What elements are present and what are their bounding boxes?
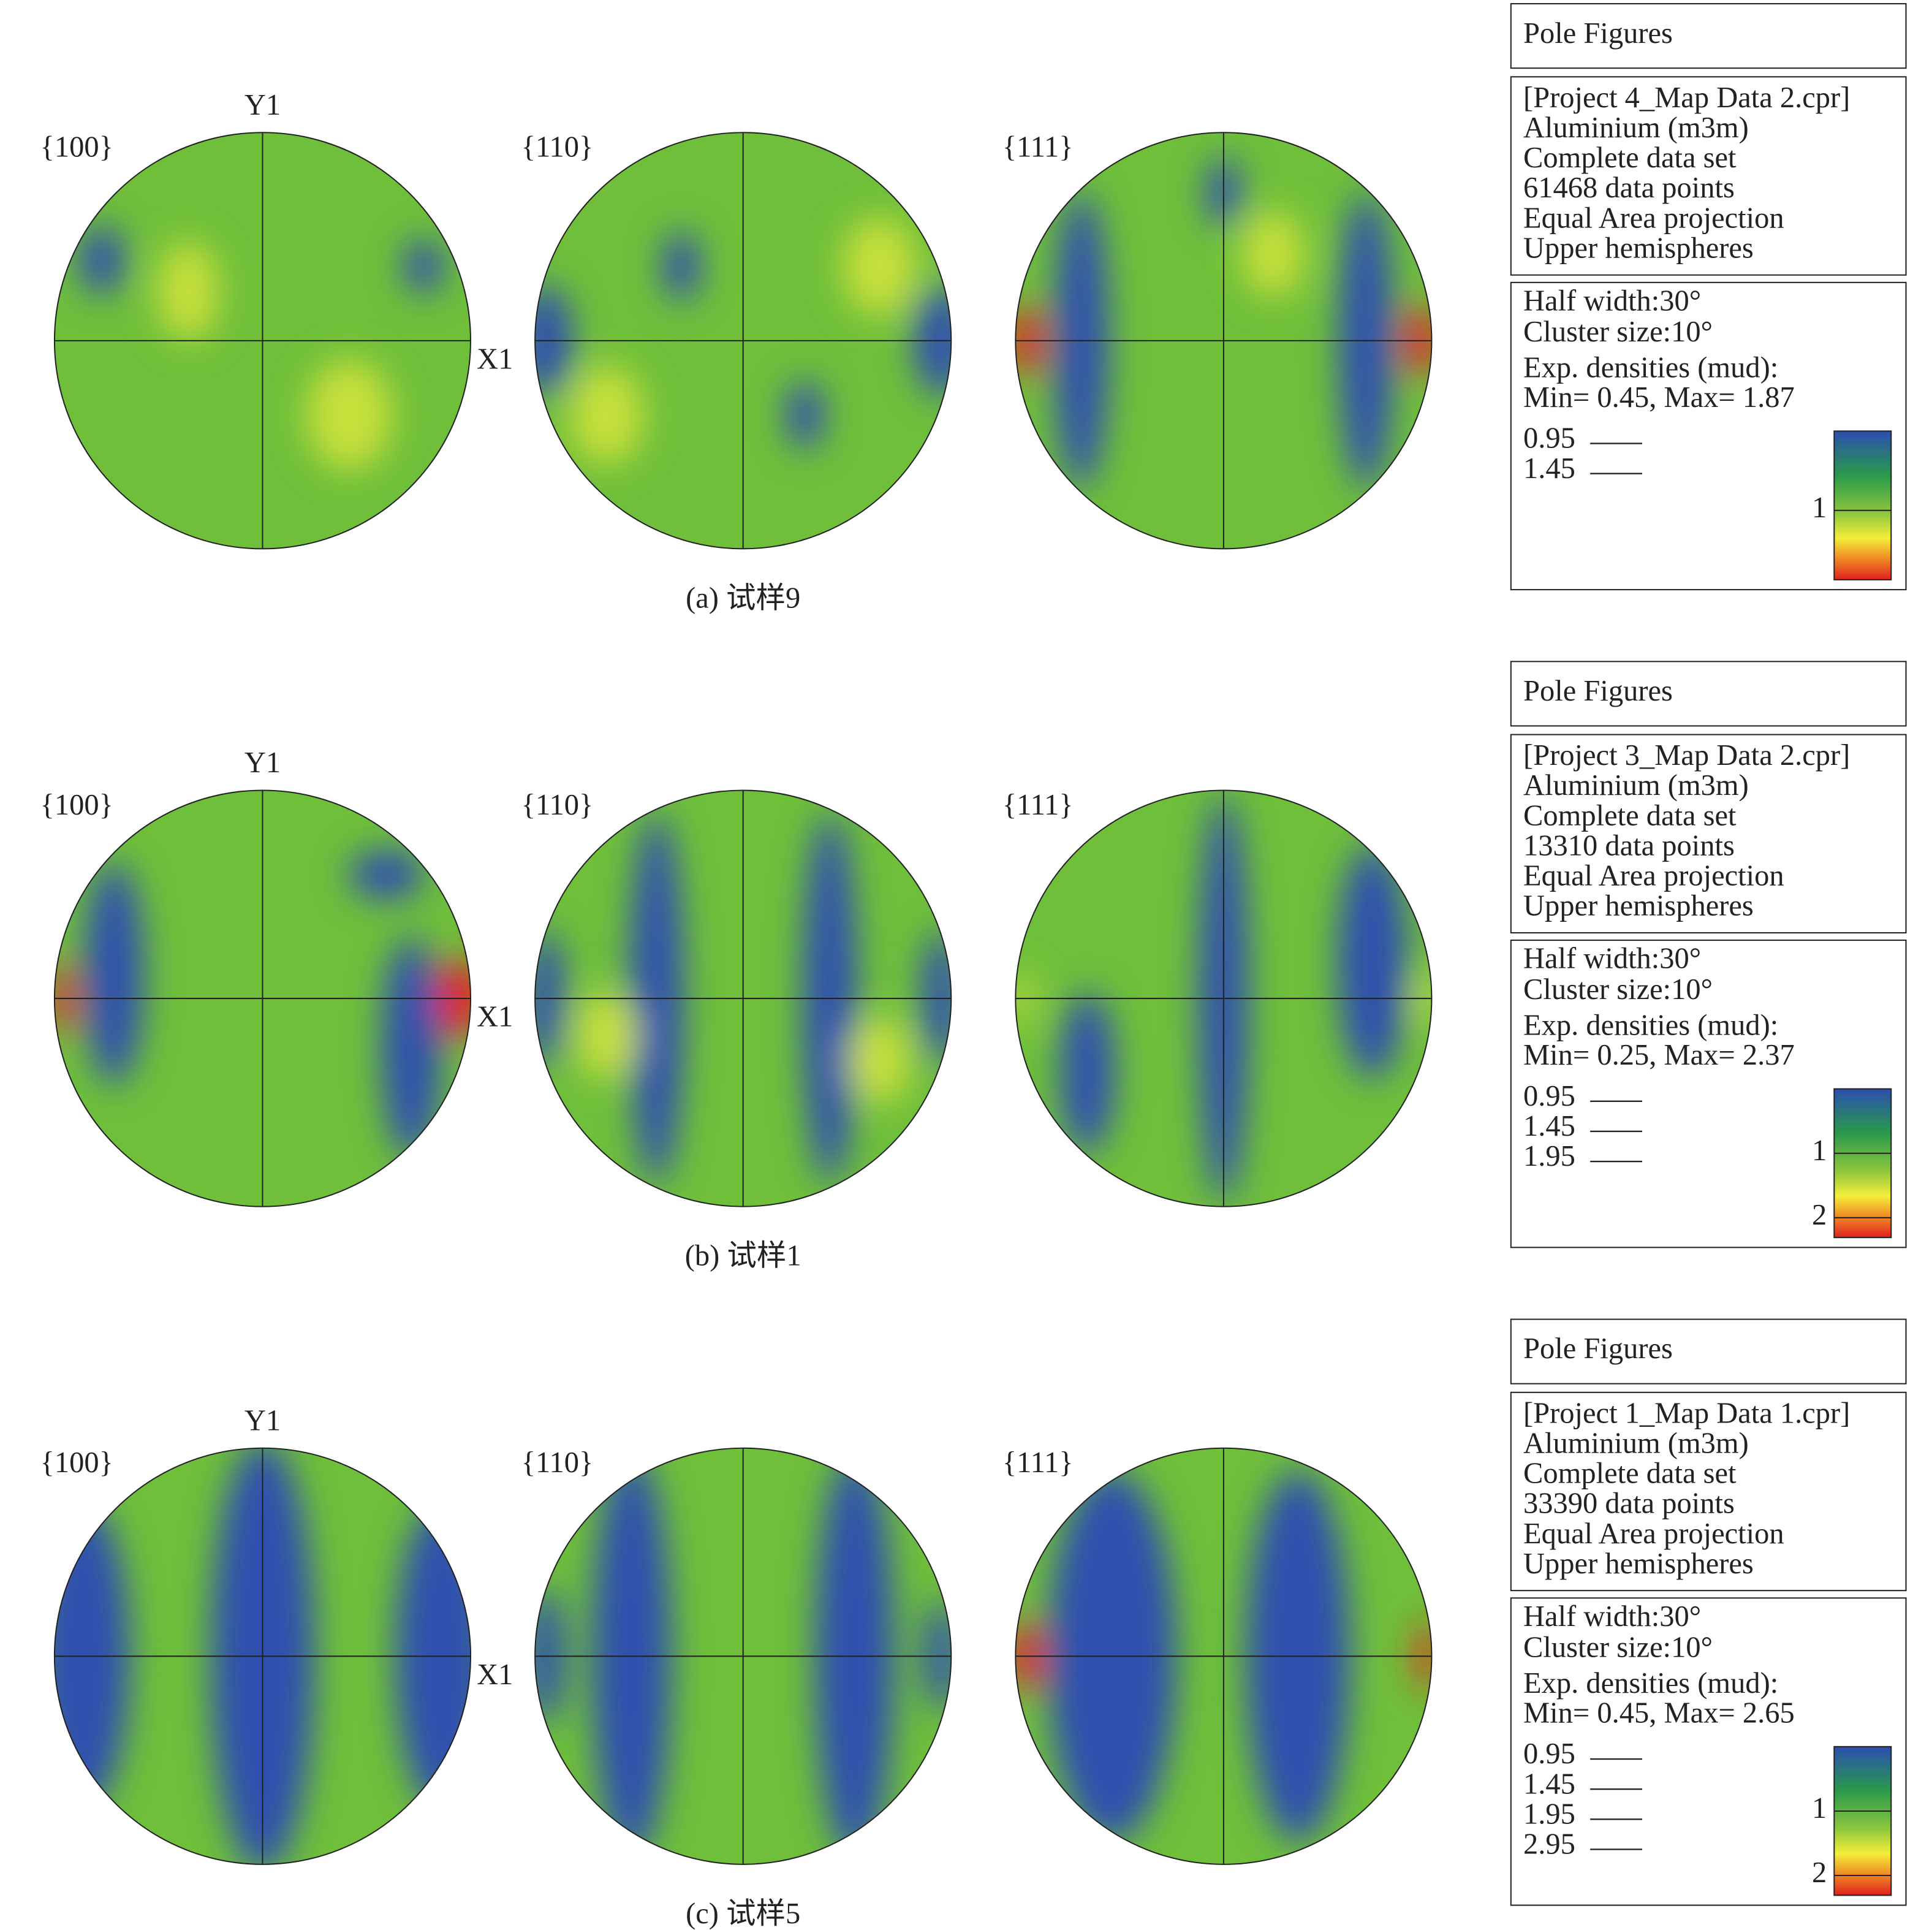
density-blob [306, 359, 393, 471]
param-line: Half width:30° [1523, 943, 1701, 975]
density-blob [1337, 843, 1407, 1079]
panel: {100} {110} {111} Y1 X1 (b) 试样1 Pole Figures [P… [40, 661, 1907, 1272]
figure-label: {111} [1002, 1446, 1074, 1479]
info-line: Complete data set [1523, 799, 1737, 832]
param-line: Min= 0.25, Max= 2.37 [1523, 1039, 1795, 1071]
contour-level: 0.95 [1523, 1080, 1575, 1112]
legend-title: Pole Figures [1523, 17, 1673, 50]
legend-title: Pole Figures [1523, 1332, 1673, 1365]
contour-level: 1.45 [1523, 1768, 1575, 1800]
info-line: Aluminium (m3m) [1523, 112, 1749, 144]
info-line: 33390 data points [1523, 1487, 1735, 1520]
contour-level: 0.95 [1523, 1738, 1575, 1770]
contour-level: 1.45 [1523, 1110, 1575, 1142]
info-line: Upper hemispheres [1523, 232, 1754, 264]
density-blob [1242, 210, 1305, 298]
x-axis-label: X1 [477, 343, 513, 375]
info-line: [Project 4_Map Data 2.cpr] [1523, 82, 1850, 114]
density-blob [381, 937, 441, 1160]
colorbar-tick-label: 1 [1812, 492, 1827, 524]
colorbar-tick-label: 2 [1812, 1199, 1827, 1231]
info-line: [Project 3_Map Data 2.cpr] [1523, 739, 1850, 772]
density [79, 225, 444, 471]
density-blob [662, 231, 700, 302]
contour-level: 1.95 [1523, 1140, 1575, 1172]
density-blob [569, 365, 644, 465]
figure-label: {110} [521, 131, 594, 164]
param-line: Cluster size:10° [1523, 316, 1713, 348]
y-axis-label: Y1 [244, 1404, 281, 1437]
param-line: Cluster size:10° [1523, 1631, 1713, 1663]
param-line: Min= 0.45, Max= 1.87 [1523, 381, 1795, 414]
info-line: Complete data set [1523, 1457, 1737, 1490]
legend-box [1510, 734, 1907, 933]
figure-label: {110} [521, 789, 594, 821]
legend-box [1510, 3, 1907, 69]
contour-level: 1.95 [1523, 1798, 1575, 1830]
info-line: Upper hemispheres [1523, 890, 1754, 922]
param-line: Min= 0.45, Max= 2.65 [1523, 1696, 1795, 1729]
caption: (b) 试样1 [685, 1240, 801, 1272]
param-line: Exp. densities (mud): [1523, 351, 1778, 384]
density-blob [79, 225, 124, 295]
info-line: Equal Area projection [1523, 1518, 1784, 1550]
figure-label: {100} [40, 789, 113, 821]
info-line: Equal Area projection [1523, 860, 1784, 892]
colorbar-tick-label: 2 [1812, 1856, 1827, 1889]
figure-label: {111} [1002, 131, 1074, 164]
x-axis-label: X1 [477, 1658, 513, 1691]
colorbar [1833, 1746, 1892, 1896]
param-line: Half width:30° [1523, 1600, 1701, 1633]
legend-box [1510, 1318, 1907, 1385]
density [54, 849, 471, 1160]
info-line: Aluminium (m3m) [1523, 1427, 1749, 1459]
legend-title: Pole Figures [1523, 675, 1673, 707]
density-blob [84, 862, 144, 1085]
caption: (a) 试样9 [686, 582, 800, 614]
density [1015, 794, 1432, 1203]
y-axis-label: Y1 [244, 89, 281, 121]
param-line: Exp. densities (mud): [1523, 1009, 1778, 1042]
density-blob [1060, 992, 1115, 1153]
figure-label: {100} [40, 1446, 113, 1479]
figure-label: {100} [40, 131, 113, 164]
y-axis-label: Y1 [244, 747, 281, 779]
info-line: 13310 data points [1523, 829, 1735, 862]
legend-box [1510, 76, 1907, 276]
x-axis-label: X1 [477, 1001, 513, 1033]
figure-label: {111} [1002, 789, 1074, 821]
contour-level: 1.45 [1523, 452, 1575, 485]
colorbar-tick-label: 1 [1812, 1134, 1827, 1167]
figure-label: {110} [521, 1446, 594, 1479]
contour-level: 2.95 [1523, 1828, 1575, 1860]
density-blob [842, 216, 917, 316]
info-line: [Project 1_Map Data 1.cpr] [1523, 1397, 1850, 1429]
contour-level: 0.95 [1523, 422, 1575, 455]
param-line: Half width:30° [1523, 284, 1701, 317]
density-blob [349, 849, 424, 900]
panel: {100} {110} {111} Y1 X1 (a) 试样9 Pole Figures [P… [40, 3, 1907, 614]
param-line: Cluster size:10° [1523, 973, 1713, 1006]
colorbar [1833, 430, 1892, 580]
info-line: Equal Area projection [1523, 202, 1784, 234]
colorbar [1833, 1088, 1892, 1239]
density-blob [575, 992, 638, 1079]
legend-box [1510, 661, 1907, 727]
density-blob [786, 380, 824, 450]
info-line: Aluminium (m3m) [1523, 769, 1749, 802]
colorbar-tick-label: 1 [1812, 1792, 1827, 1825]
density-blob [403, 239, 444, 294]
info-line: Upper hemispheres [1523, 1548, 1754, 1580]
legend-box [1510, 1391, 1907, 1592]
panel: {100} {110} {111} Y1 X1 (c) 试样5 Pole Figures [P… [40, 1318, 1907, 1930]
info-line: Complete data set [1523, 142, 1737, 174]
caption: (c) 试样5 [686, 1898, 800, 1930]
density-blob [848, 1017, 911, 1104]
density-blob [157, 241, 219, 341]
info-line: 61468 data points [1523, 172, 1735, 204]
param-line: Exp. densities (mud): [1523, 1667, 1778, 1700]
